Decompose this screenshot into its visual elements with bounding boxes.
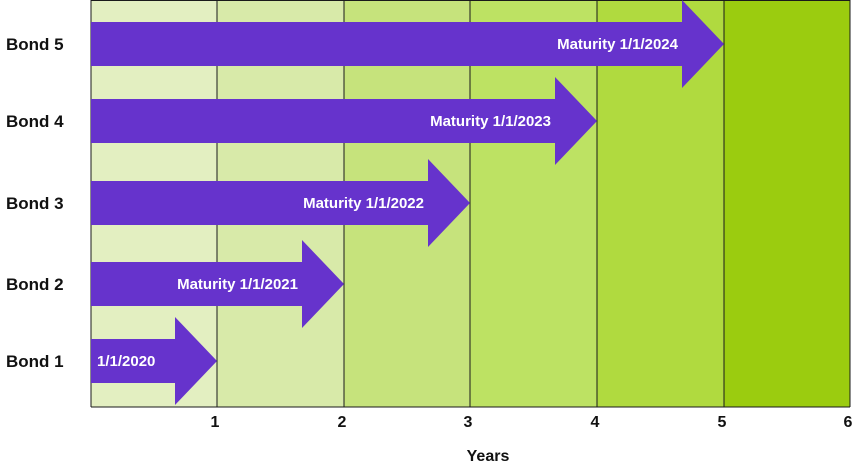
bond-3-arrow — [91, 159, 470, 247]
bond-4-arrow — [91, 77, 597, 165]
bond-1-maturity-label: 1/1/2020 — [97, 353, 155, 370]
bond-1-arrow — [91, 317, 217, 405]
grid-lines — [90, 0, 851, 408]
bond-labels: Bond 5 Bond 4 Bond 3 Bond 2 Bond 1 — [6, 35, 64, 371]
year-band-5 — [597, 0, 724, 407]
x-tick-5: 5 — [718, 414, 727, 431]
x-tick-1: 1 — [211, 414, 220, 431]
bond-2-arrow — [91, 240, 344, 328]
bond-4-maturity-label: Maturity 1/1/2023 — [430, 113, 551, 130]
bond-5-label: Bond 5 — [6, 35, 64, 54]
bond-3-maturity-label: Maturity 1/1/2022 — [303, 195, 424, 212]
x-axis-ticks: 1 2 3 4 5 6 — [211, 414, 853, 431]
bond-2-maturity-label: Maturity 1/1/2021 — [177, 276, 298, 293]
bond-5-maturity-label: Maturity 1/1/2024 — [557, 36, 679, 53]
x-axis-title: Years — [467, 448, 510, 465]
x-tick-3: 3 — [464, 414, 473, 431]
x-tick-2: 2 — [338, 414, 347, 431]
year-bands — [91, 0, 850, 407]
x-tick-6: 6 — [844, 414, 853, 431]
bond-2-label: Bond 2 — [6, 275, 64, 294]
bond-5-arrow — [91, 0, 724, 88]
bond-3-label: Bond 3 — [6, 194, 64, 213]
bond-1-label: Bond 1 — [6, 352, 64, 371]
year-band-6 — [724, 0, 850, 407]
x-tick-4: 4 — [591, 414, 600, 431]
bond-arrows: Maturity 1/1/2024 Maturity 1/1/2023 Maturi… — [91, 0, 724, 405]
bond-4-label: Bond 4 — [6, 112, 64, 131]
year-band-4 — [470, 0, 597, 407]
